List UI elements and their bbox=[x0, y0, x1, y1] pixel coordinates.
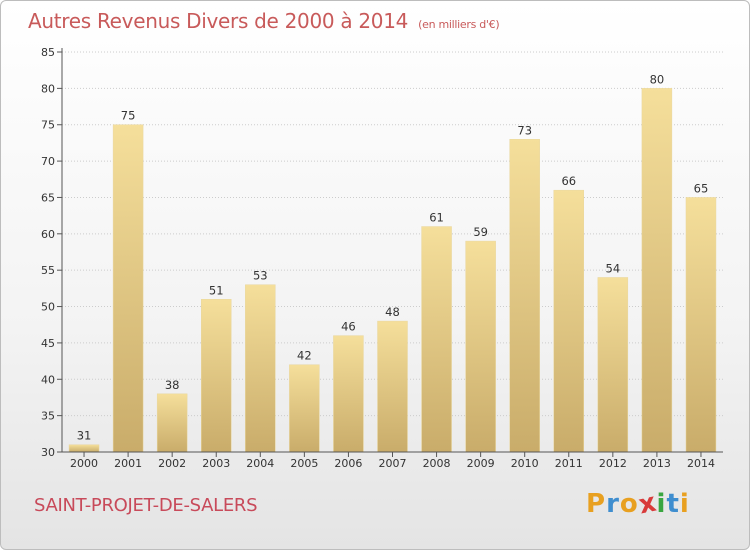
logo-letter: i bbox=[679, 489, 690, 519]
x-tick-label: 2005 bbox=[290, 457, 318, 470]
x-tick-label: 2003 bbox=[202, 457, 230, 470]
bar bbox=[553, 189, 584, 453]
axes: 30 35 40 45 50 55 60 65 70 75 80 85 2000 2001 2002 2003… bbox=[41, 46, 723, 470]
y-tick-label: 55 bbox=[41, 264, 55, 277]
y-tick-label: 70 bbox=[41, 155, 55, 168]
logo-letter: r bbox=[606, 489, 620, 519]
bar bbox=[421, 226, 452, 453]
x-tick-label: 2002 bbox=[158, 457, 186, 470]
logo-letter: P bbox=[586, 489, 607, 519]
x-tick-label: 2000 bbox=[70, 457, 98, 470]
y-tick-label: 60 bbox=[41, 228, 55, 241]
y-tick-label: 40 bbox=[41, 373, 55, 386]
x-tick-label: 2008 bbox=[423, 457, 451, 470]
proxiti-logo: Proxiti bbox=[586, 487, 690, 520]
y-tick-label: 75 bbox=[41, 119, 55, 132]
y-tick-label: 65 bbox=[41, 191, 55, 204]
bar-value-label: 80 bbox=[650, 72, 665, 86]
x-tick-label: 2012 bbox=[599, 457, 627, 470]
logo-letter: t bbox=[666, 489, 680, 519]
bar bbox=[641, 88, 673, 453]
bar bbox=[245, 284, 276, 453]
bar-value-label: 59 bbox=[473, 225, 488, 239]
x-tick-label: 2006 bbox=[334, 457, 362, 470]
bar-value-label: 66 bbox=[561, 174, 576, 188]
chart-unit: (en milliers d'€) bbox=[418, 18, 500, 31]
y-tick-label: 45 bbox=[41, 337, 55, 350]
bar bbox=[509, 139, 540, 453]
bar bbox=[112, 124, 144, 453]
bar-value-label: 73 bbox=[517, 123, 532, 137]
bar-value-label: 54 bbox=[606, 261, 621, 275]
x-tick-label: 2007 bbox=[379, 457, 407, 470]
bar-value-label: 31 bbox=[77, 429, 92, 443]
bar-value-label: 48 bbox=[385, 305, 400, 319]
x-tick-label: 2001 bbox=[114, 457, 142, 470]
y-tick-label: 80 bbox=[41, 82, 55, 95]
bar-value-label: 75 bbox=[121, 109, 136, 123]
bar bbox=[68, 444, 100, 453]
y-tick-label: 30 bbox=[41, 446, 55, 459]
bar-value-label: 61 bbox=[429, 211, 444, 225]
x-tick-label: 2004 bbox=[246, 457, 274, 470]
bar bbox=[597, 277, 629, 453]
logo-letter: i bbox=[656, 489, 667, 519]
bar bbox=[289, 364, 320, 453]
bar bbox=[156, 393, 188, 453]
x-tick-label: 2014 bbox=[687, 457, 715, 470]
x-tick-label: 2013 bbox=[643, 457, 671, 470]
bar bbox=[377, 320, 408, 453]
x-tick-label: 2010 bbox=[511, 457, 539, 470]
x-tick-label: 2009 bbox=[467, 457, 495, 470]
logo-letter: o bbox=[619, 489, 639, 519]
y-tick-label: 50 bbox=[41, 301, 55, 314]
bar-value-label: 46 bbox=[341, 320, 356, 334]
y-tick-label: 35 bbox=[41, 410, 55, 423]
bar bbox=[201, 299, 232, 453]
bar-value-label: 65 bbox=[694, 181, 709, 195]
bar-value-label: 53 bbox=[253, 269, 268, 283]
bars: 31 75 38 51 53 42 46 48 61 59 73 66 54 80 65 bbox=[68, 72, 717, 453]
chart-title: Autres Revenus Divers de 2000 à 2014 (en… bbox=[28, 9, 500, 33]
city-name: SAINT-PROJET-DE-SALERS bbox=[34, 495, 258, 516]
x-tick-label: 2011 bbox=[555, 457, 583, 470]
bar-value-label: 38 bbox=[165, 378, 180, 392]
bar bbox=[465, 240, 496, 453]
chart-title-text: Autres Revenus Divers de 2000 à 2014 bbox=[28, 9, 409, 33]
bar bbox=[333, 335, 364, 453]
bar-value-label: 42 bbox=[297, 349, 312, 363]
bar-value-label: 51 bbox=[209, 283, 224, 297]
bar bbox=[685, 197, 717, 453]
y-tick-label: 85 bbox=[41, 46, 55, 59]
